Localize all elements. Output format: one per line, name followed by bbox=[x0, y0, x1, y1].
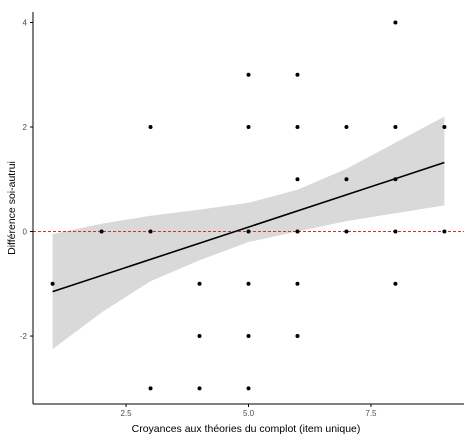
data-point bbox=[295, 72, 300, 77]
data-point bbox=[295, 334, 300, 339]
y-tick-label: -2 bbox=[20, 332, 28, 341]
data-point bbox=[148, 386, 153, 391]
x-tick-label: 2.5 bbox=[120, 409, 132, 418]
x-tick-label: 5.0 bbox=[243, 409, 255, 418]
y-axis-title: Différence soi-autrui bbox=[6, 161, 18, 255]
data-point bbox=[246, 72, 251, 77]
data-point bbox=[295, 124, 300, 129]
y-tick-label: 2 bbox=[23, 123, 28, 132]
data-point bbox=[99, 229, 104, 234]
data-point bbox=[197, 334, 202, 339]
data-point bbox=[148, 124, 153, 129]
data-point bbox=[197, 386, 202, 391]
data-point bbox=[295, 281, 300, 286]
data-point bbox=[393, 177, 398, 182]
regression-line-layer bbox=[52, 161, 445, 293]
data-point bbox=[295, 229, 300, 234]
data-point bbox=[246, 124, 251, 129]
data-point bbox=[344, 124, 349, 129]
data-point bbox=[393, 229, 398, 234]
data-point bbox=[148, 229, 153, 234]
data-point bbox=[393, 281, 398, 286]
data-point bbox=[197, 281, 202, 286]
data-point bbox=[246, 386, 251, 391]
regression-line bbox=[52, 161, 445, 293]
points-layer bbox=[50, 20, 447, 391]
data-point bbox=[344, 177, 349, 182]
data-point bbox=[246, 229, 251, 234]
data-point bbox=[50, 281, 55, 286]
y-tick-label: 0 bbox=[23, 228, 28, 237]
data-point bbox=[442, 229, 447, 234]
ticks-layer: 2.5 5.0 7.5 -2 0 2 4 bbox=[20, 18, 377, 418]
data-point bbox=[295, 177, 300, 182]
data-point bbox=[393, 20, 398, 25]
data-point bbox=[393, 124, 398, 129]
x-axis-title: Croyances aux théories du complot (item … bbox=[132, 423, 361, 435]
x-tick-label: 7.5 bbox=[365, 409, 377, 418]
y-tick-label: 4 bbox=[23, 18, 28, 27]
data-point bbox=[246, 281, 251, 286]
data-point bbox=[246, 334, 251, 339]
data-point bbox=[442, 124, 447, 129]
data-point bbox=[344, 229, 349, 234]
